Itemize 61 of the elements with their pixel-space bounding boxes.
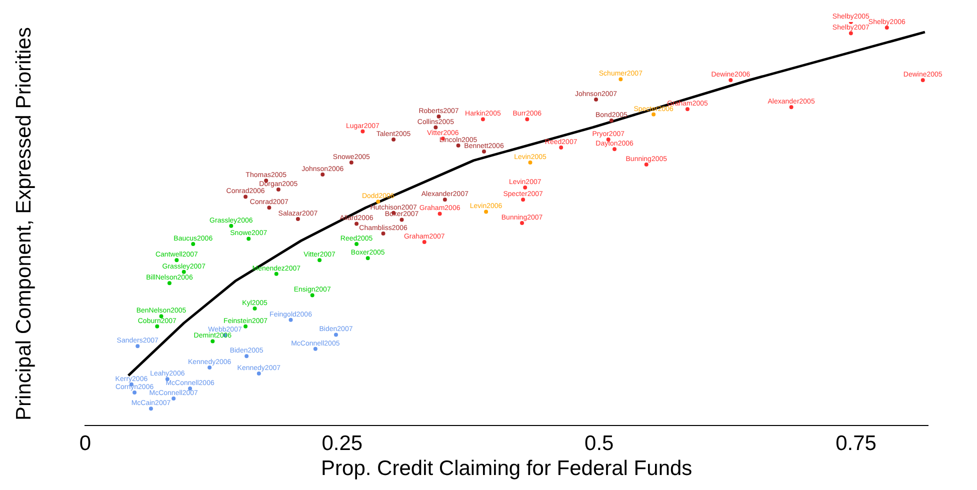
- x-tick-label: 0.5: [584, 432, 614, 455]
- point: [442, 198, 447, 202]
- point: [685, 107, 690, 112]
- point: [172, 396, 176, 401]
- point: [381, 231, 386, 236]
- point: [789, 105, 794, 110]
- point: [244, 354, 249, 358]
- point: [376, 200, 380, 204]
- point: [525, 117, 530, 122]
- point: [609, 118, 614, 122]
- point: [422, 240, 426, 244]
- x-tick-label: 0.75: [836, 432, 876, 455]
- point: [436, 114, 441, 118]
- point: [400, 218, 404, 222]
- point: [210, 339, 215, 344]
- point: [132, 390, 137, 395]
- point: [884, 26, 889, 30]
- x-axis-title: Prop. Credit Claiming for Federal Funds: [321, 457, 692, 480]
- point: [244, 324, 248, 328]
- point: [148, 406, 153, 411]
- point: [366, 256, 370, 260]
- point: [310, 293, 314, 298]
- point: [296, 216, 300, 221]
- point: [480, 117, 485, 122]
- point: [482, 150, 486, 154]
- y-axis-title: Principal Component, Expressed Priorities: [12, 27, 36, 420]
- point: [318, 258, 322, 262]
- point: [313, 346, 318, 351]
- x-tick-label: 0: [79, 432, 92, 455]
- point: [559, 146, 564, 150]
- point: [155, 324, 160, 328]
- point: [920, 78, 925, 82]
- point: [523, 185, 528, 190]
- point: [434, 125, 438, 130]
- point: [484, 210, 488, 214]
- point: [334, 332, 338, 337]
- point: [136, 344, 140, 348]
- point: [728, 78, 733, 82]
- point: [456, 144, 460, 148]
- point: [244, 194, 248, 199]
- point: [528, 160, 532, 164]
- point: [267, 206, 272, 210]
- point: [274, 272, 278, 276]
- point: [354, 242, 359, 246]
- point: [167, 281, 172, 286]
- point: [174, 258, 179, 262]
- point: [246, 236, 251, 241]
- point: [354, 222, 359, 226]
- point: [618, 77, 623, 82]
- point: [191, 242, 196, 246]
- point: [612, 147, 617, 152]
- point: [848, 31, 853, 36]
- point: [349, 160, 354, 164]
- x-tick-label: 0.25: [322, 432, 363, 455]
- point: [252, 306, 257, 311]
- point: [594, 97, 598, 102]
- point: [392, 137, 396, 142]
- point: [438, 212, 442, 216]
- point: [256, 372, 261, 376]
- point: [320, 172, 325, 177]
- point: [521, 198, 526, 202]
